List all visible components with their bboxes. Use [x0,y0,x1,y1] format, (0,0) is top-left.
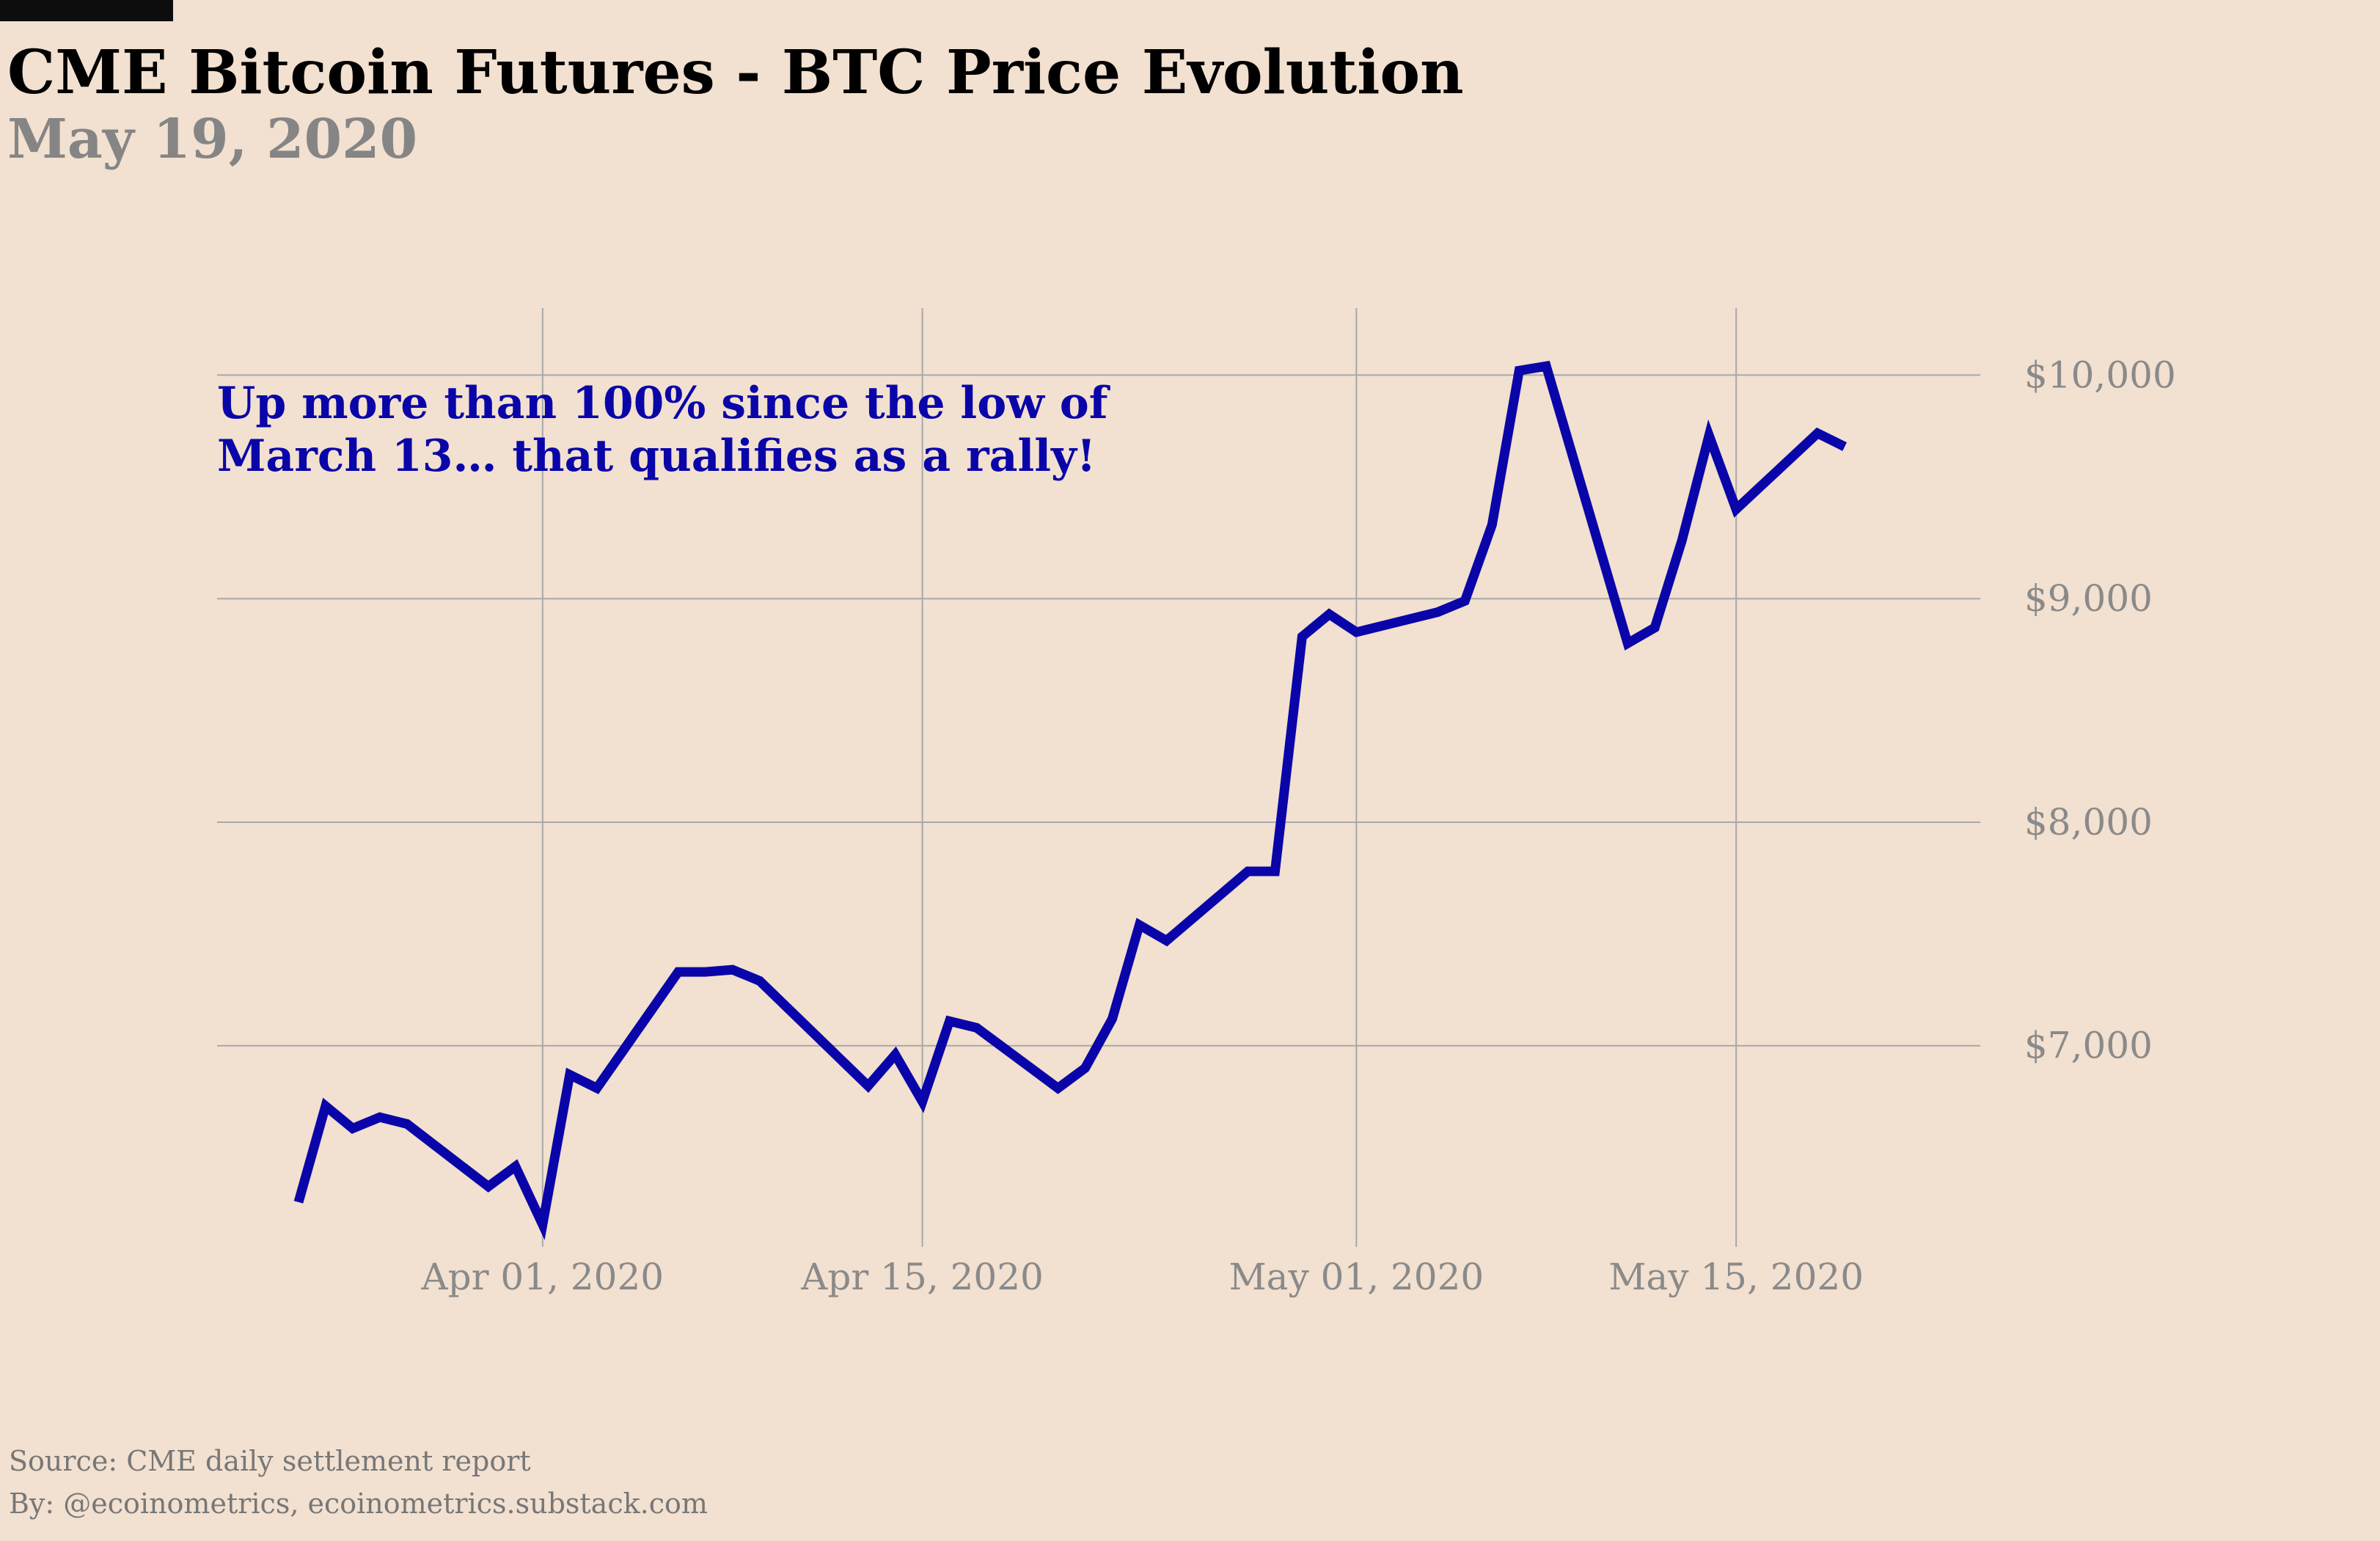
x-tick-label: Apr 01, 2020 [421,1256,664,1298]
x-tick-label: Apr 15, 2020 [800,1256,1044,1298]
y-tick-label: $8,000 [2024,801,2153,843]
source-note: Source: CME daily settlement report [9,1445,531,1477]
y-tick-label: $10,000 [2024,354,2176,396]
chart-title: CME Bitcoin Futures - BTC Price Evolutio… [7,37,1464,108]
author-credit: By: @ecoinometrics, ecoinometrics.substa… [9,1487,708,1520]
price-series-line [293,360,1847,1240]
x-tick-label: May 01, 2020 [1229,1256,1484,1298]
axis-tick-labels: Apr 01, 2020 Apr 15, 2020 May 01, 2020 May … [421,354,2176,1298]
annotation-line: March 13… that qualifies as a rally! [217,431,1096,482]
y-tick-label: $7,000 [2024,1025,2153,1067]
annotation-line: Up more than 100% since the low of [217,378,1111,429]
chart-annotation: Up more than 100% since the low ofMarch … [217,378,1111,482]
chart-date-subtitle: May 19, 2020 [7,108,418,171]
series-layer [293,360,1847,1240]
y-tick-label: $9,000 [2024,577,2153,620]
corner-accent-bar [0,0,173,21]
x-tick-label: May 15, 2020 [1608,1256,1864,1298]
